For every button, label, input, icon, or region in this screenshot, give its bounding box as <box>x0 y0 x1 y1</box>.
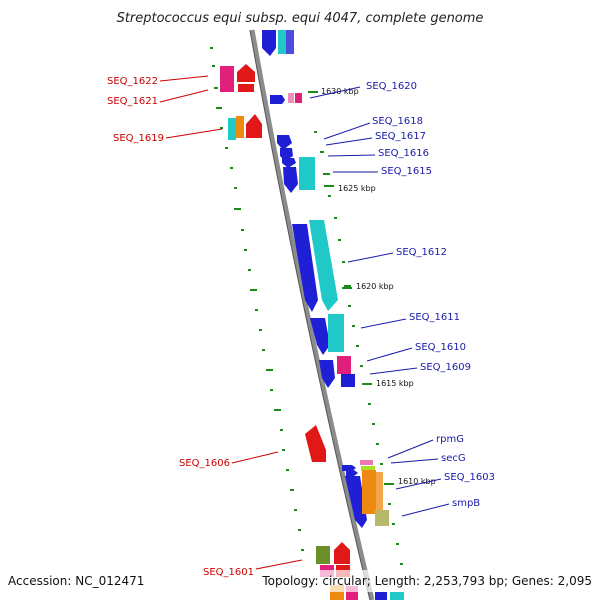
gene-label: SEQ_1615 <box>381 166 432 177</box>
outer-tick-guide <box>210 47 304 551</box>
gene-label: SEQ_1617 <box>375 131 426 142</box>
label-secG[interactable]: secG <box>390 453 466 464</box>
gene-label: SEQ_1612 <box>396 247 447 258</box>
map-title: Streptococcus equi subsp. equi 4047, com… <box>117 11 484 26</box>
label-seq-1601[interactable]: SEQ_1601 <box>203 559 303 578</box>
gene-feature-seq-1622-1621[interactable] <box>220 64 255 92</box>
gene-label: SEQ_1603 <box>444 472 495 483</box>
gene-feature-seq-1612[interactable] <box>292 220 338 312</box>
gene-feature-seq-1611[interactable] <box>310 314 344 355</box>
scale-tick-1615: 1615 kbp <box>362 379 414 388</box>
gene-label: SEQ_1621 <box>107 96 158 107</box>
label-smpB[interactable]: smpB <box>401 498 480 517</box>
gene-feature-rpmG-secG[interactable] <box>342 460 375 476</box>
label-seq-1611[interactable]: SEQ_1611 <box>360 312 460 329</box>
accession-text: Accession: NC_012471 <box>8 574 144 588</box>
label-seq-1606[interactable]: SEQ_1606 <box>179 451 279 469</box>
scale-tick-label: 1615 kbp <box>376 379 414 388</box>
scale-tick-label: 1625 kbp <box>338 184 376 193</box>
gene-label: rpmG <box>436 434 464 445</box>
scale-tick-1610: 1610 kbp <box>384 477 436 486</box>
scale-tick-label: 1620 kbp <box>356 282 394 291</box>
gene-feature-seq-1606[interactable] <box>305 425 326 462</box>
gene-feature-seq-1619[interactable] <box>228 114 262 140</box>
gene-feature-seq-1620[interactable] <box>270 93 302 104</box>
scale-tick-1620: 1620 kbp <box>342 282 394 291</box>
gene-label: smpB <box>452 498 480 509</box>
label-seq-1618[interactable]: SEQ_1618 <box>323 116 423 140</box>
label-rpmG[interactable]: rpmG <box>387 434 464 459</box>
label-seq-1612[interactable]: SEQ_1612 <box>347 247 447 263</box>
gene-label: SEQ_1611 <box>409 312 460 323</box>
gene-label: SEQ_1622 <box>107 76 158 87</box>
gene-feature-top-cluster[interactable] <box>262 30 294 56</box>
scale-tick-label: 1610 kbp <box>398 477 436 486</box>
gene-feature-seq-1603-smpB[interactable] <box>345 470 389 528</box>
label-seq-1616[interactable]: SEQ_1616 <box>327 148 429 159</box>
gene-label: SEQ_1618 <box>372 116 423 127</box>
label-seq-1610[interactable]: SEQ_1610 <box>366 342 466 362</box>
scale-tick-1630: 1630 kbp <box>309 87 359 96</box>
gene-label: secG <box>441 453 466 464</box>
footer-backdrop-right <box>258 570 598 592</box>
gene-label: SEQ_1609 <box>420 362 471 373</box>
label-seq-1617[interactable]: SEQ_1617 <box>325 131 426 146</box>
label-seq-1619[interactable]: SEQ_1619 <box>113 128 223 144</box>
gene-label: SEQ_1620 <box>366 81 417 92</box>
label-seq-1609[interactable]: SEQ_1609 <box>369 362 471 375</box>
label-seq-1615[interactable]: SEQ_1615 <box>333 166 432 177</box>
gene-label: SEQ_1619 <box>113 133 164 144</box>
label-seq-1620[interactable]: SEQ_1620 <box>309 81 417 99</box>
gene-feature-seq-1610-1609[interactable] <box>319 356 355 388</box>
label-seq-1603[interactable]: SEQ_1603 <box>395 472 495 490</box>
genome-summary-text: Topology: circular; Length: 2,253,793 bp… <box>261 574 592 588</box>
footer-backdrop-left <box>0 570 160 592</box>
label-seq-1622[interactable]: SEQ_1622 <box>107 75 209 87</box>
gene-label: SEQ_1606 <box>179 458 230 469</box>
gene-label: SEQ_1616 <box>378 148 429 159</box>
gene-label: SEQ_1601 <box>203 567 254 578</box>
gene-label: SEQ_1610 <box>415 342 466 353</box>
label-seq-1621[interactable]: SEQ_1621 <box>107 89 209 107</box>
genome-backbone <box>249 29 375 600</box>
gene-feature-seq-1618-1615[interactable] <box>277 135 315 193</box>
scale-tick-1625: 1625 kbp <box>324 184 376 193</box>
